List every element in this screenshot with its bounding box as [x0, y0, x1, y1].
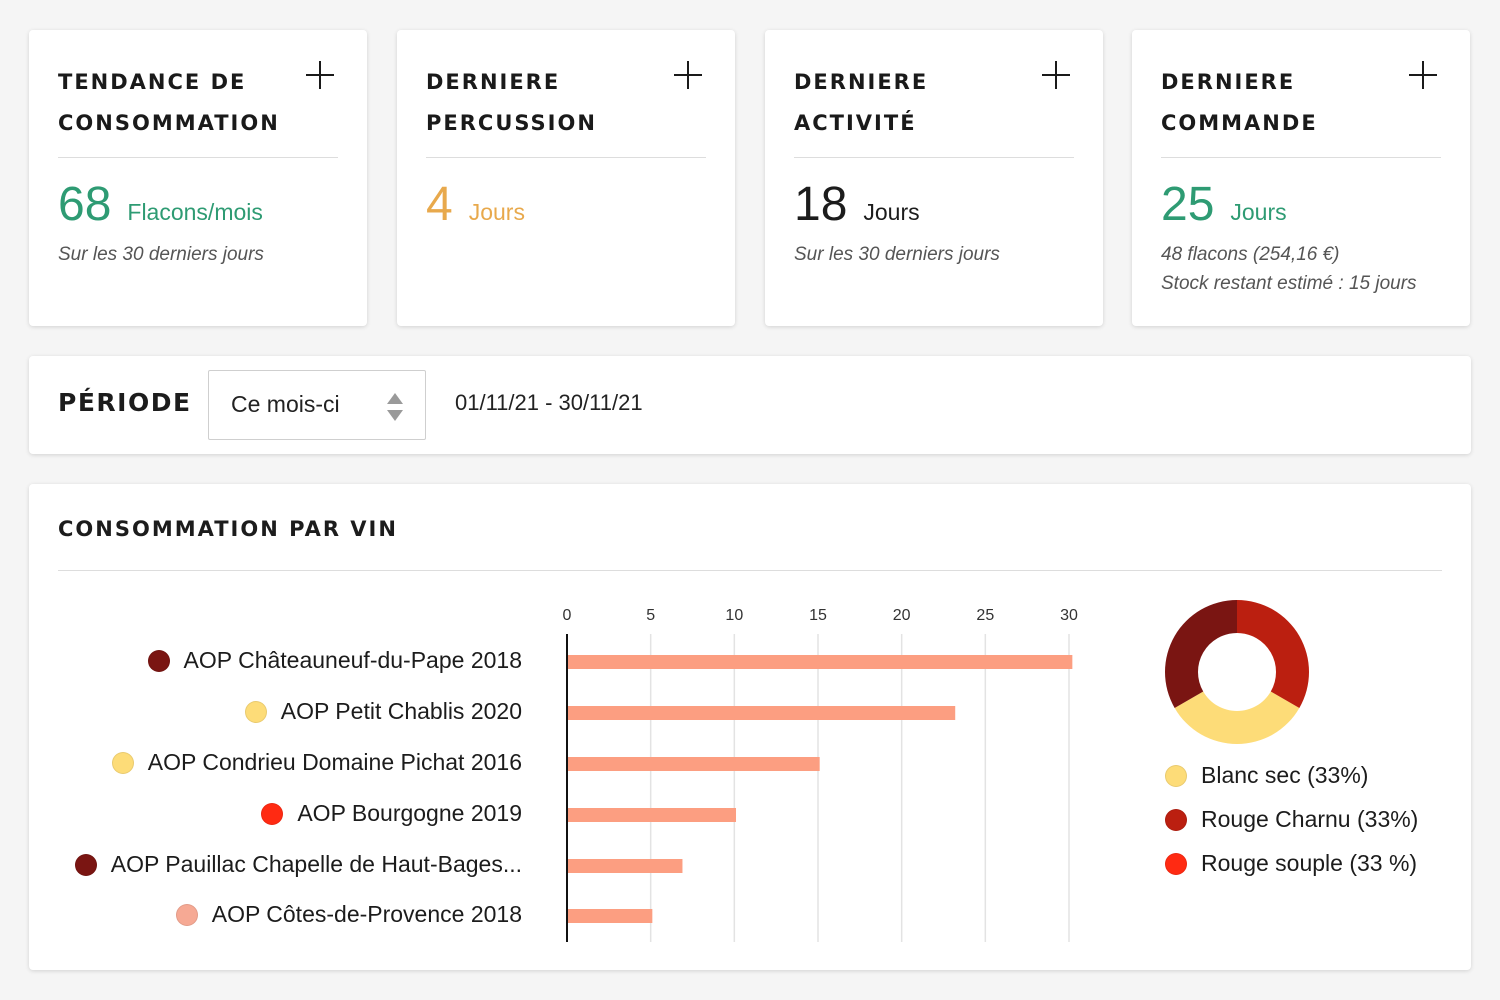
- stat-sub-line1: Sur les 30 derniers jours: [794, 244, 1000, 265]
- x-tick-label: 30: [1060, 607, 1078, 624]
- stat-value: 4 Jours: [426, 175, 525, 235]
- bar-chart: 0 5 10 15 20 25 30: [563, 607, 1078, 942]
- stat-number: 68: [58, 178, 112, 231]
- bar[interactable]: [567, 909, 653, 923]
- periode-select[interactable]: Ce mois-ci: [208, 370, 426, 440]
- legend-item: Rouge Charnu (33%): [1165, 806, 1418, 833]
- legend-label: Rouge souple (33 %): [1201, 850, 1418, 876]
- wine-color-dot: [74, 853, 97, 876]
- legend-color-dot: [1165, 852, 1187, 875]
- wine-label: AOP Pauillac Chapelle de Haut-Bages...: [110, 851, 522, 877]
- stat-sub-line1: Sur les 30 derniers jours: [58, 244, 264, 265]
- date-range: 01/11/21 - 30/11/21: [455, 390, 643, 415]
- wine-row[interactable]: AOP Bourgogne 2019: [261, 800, 522, 827]
- donut-slice[interactable]: [1237, 600, 1309, 708]
- stat-sub-line2: Stock restant estimé : 15 jours: [1161, 273, 1417, 294]
- stat-title: DERNIERE ACTIVITÉ: [794, 62, 1029, 144]
- stat-subtext: Sur les 30 derniers jours: [794, 240, 1000, 269]
- x-tick-label: 5: [646, 607, 655, 624]
- wine-color-dot: [147, 649, 170, 672]
- stat-title: DERNIERE PERCUSSION: [426, 62, 661, 144]
- legend-item: Blanc sec (33%): [1165, 762, 1368, 789]
- legend-label: Rouge Charnu (33%): [1201, 806, 1419, 832]
- wine-row[interactable]: AOP Châteauneuf-du-Pape 2018: [147, 647, 522, 674]
- stat-unit: Jours: [468, 199, 525, 225]
- stat-subtext: Sur les 30 derniers jours: [58, 240, 264, 269]
- periode-label: PÉRIODE: [58, 388, 192, 417]
- wine-label: AOP Petit Chablis 2020: [280, 698, 522, 724]
- legend-label: Blanc sec (33%): [1201, 762, 1369, 788]
- consommation-title: CONSOMMATION PAR VIN: [58, 517, 398, 541]
- wine-color-dot: [244, 700, 267, 723]
- plus-icon[interactable]: [1039, 58, 1073, 92]
- wine-label: AOP Châteauneuf-du-Pape 2018: [183, 647, 522, 673]
- stat-unit: Jours: [1230, 199, 1287, 225]
- stat-card-commande: DERNIERE COMMANDE 25 Jours 48 flacons (2…: [1132, 30, 1470, 326]
- stat-sub-line1: 48 flacons (254,16 €): [1161, 244, 1340, 265]
- wine-label: AOP Côtes-de-Provence 2018: [211, 901, 522, 927]
- bar[interactable]: [567, 859, 683, 873]
- stat-title-line1: DERNIERE: [426, 70, 561, 94]
- consommation-card: CONSOMMATION PAR VIN AOP Châteauneuf-du-…: [29, 484, 1471, 970]
- stat-number: 4: [426, 178, 453, 231]
- divider: [794, 157, 1074, 158]
- wine-row[interactable]: AOP Petit Chablis 2020: [244, 698, 522, 725]
- stat-title-line2: PERCUSSION: [426, 111, 597, 135]
- stat-title-line1: TENDANCE DE: [58, 70, 247, 94]
- bar[interactable]: [567, 655, 1073, 669]
- donut-slice[interactable]: [1174, 691, 1300, 745]
- divider: [58, 157, 338, 158]
- x-tick-label: 15: [809, 607, 827, 624]
- bar[interactable]: [567, 706, 956, 720]
- plus-icon[interactable]: [671, 58, 705, 92]
- wine-color-dot: [261, 802, 284, 825]
- stat-subtext: 48 flacons (254,16 €) Stock restant esti…: [1161, 240, 1417, 298]
- wine-row[interactable]: AOP Condrieu Domaine Pichat 2016: [111, 749, 522, 776]
- stat-value: 68 Flacons/mois: [58, 175, 263, 235]
- donut-chart: [1165, 600, 1309, 745]
- legend-color-dot: [1165, 764, 1187, 787]
- stat-title: TENDANCE DE CONSOMMATION: [58, 62, 293, 144]
- stat-value: 25 Jours: [1161, 175, 1287, 235]
- stat-number: 18: [794, 178, 848, 231]
- stat-unit: Flacons/mois: [127, 199, 263, 225]
- divider: [1161, 157, 1441, 158]
- periode-select-value: Ce mois-ci: [231, 391, 340, 417]
- x-tick-label: 10: [725, 607, 743, 624]
- wine-color-dot: [111, 751, 134, 774]
- stat-card-activite: DERNIERE ACTIVITÉ 18 Jours Sur les 30 de…: [765, 30, 1103, 326]
- wine-label: AOP Bourgogne 2019: [297, 800, 522, 826]
- legend-item: Rouge souple (33 %): [1165, 850, 1417, 877]
- stat-card-tendance: TENDANCE DE CONSOMMATION 68 Flacons/mois…: [29, 30, 367, 326]
- wine-row[interactable]: AOP Côtes-de-Provence 2018: [175, 901, 522, 928]
- wine-label: AOP Condrieu Domaine Pichat 2016: [147, 749, 522, 775]
- periode-card: PÉRIODE Ce mois-ci 01/11/21 - 30/11/21: [29, 356, 1471, 454]
- stat-title-line2: CONSOMMATION: [58, 111, 280, 135]
- stat-number: 25: [1161, 178, 1215, 231]
- x-tick-label: 0: [563, 607, 572, 624]
- plus-icon[interactable]: [1406, 58, 1440, 92]
- stat-title: DERNIERE COMMANDE: [1161, 62, 1396, 144]
- x-tick-label: 25: [976, 607, 994, 624]
- stat-unit: Jours: [863, 199, 920, 225]
- legend-color-dot: [1165, 808, 1187, 831]
- stat-title-line1: DERNIERE: [1161, 70, 1296, 94]
- stat-value: 18 Jours: [794, 175, 920, 235]
- stat-title-line2: COMMANDE: [1161, 111, 1318, 135]
- wine-row[interactable]: AOP Pauillac Chapelle de Haut-Bages...: [74, 851, 522, 878]
- divider: [58, 570, 1442, 571]
- stat-title-line2: ACTIVITÉ: [794, 111, 917, 135]
- plus-icon[interactable]: [303, 58, 337, 92]
- divider: [426, 157, 706, 158]
- bar[interactable]: [567, 757, 820, 771]
- x-tick-label: 20: [893, 607, 911, 624]
- donut-slice[interactable]: [1165, 600, 1237, 708]
- bar[interactable]: [567, 808, 737, 822]
- wine-color-dot: [175, 903, 198, 926]
- stat-card-percussion: DERNIERE PERCUSSION 4 Jours: [397, 30, 735, 326]
- select-arrows-icon: [387, 393, 403, 421]
- stat-title-line1: DERNIERE: [794, 70, 929, 94]
